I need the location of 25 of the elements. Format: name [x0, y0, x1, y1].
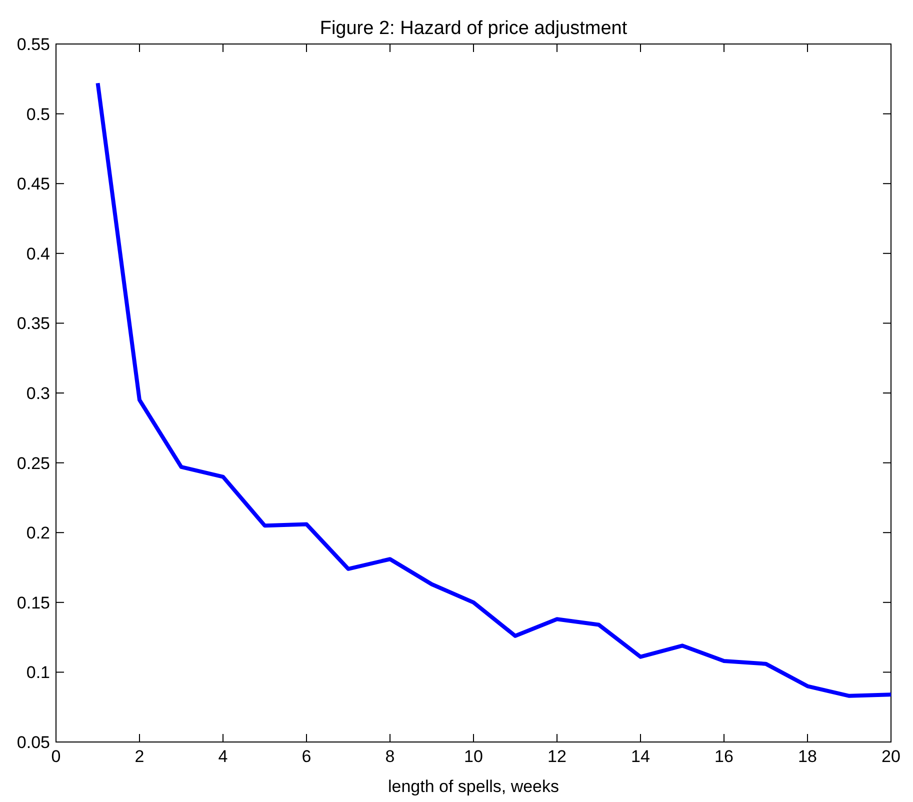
x-tick-label: 10: [464, 747, 483, 766]
y-tick-label: 0.25: [16, 454, 50, 473]
x-tick-label: 0: [51, 747, 61, 766]
x-tick-label: 14: [631, 747, 650, 766]
y-tick-label: 0.55: [16, 35, 50, 54]
line-series: [96, 81, 893, 698]
y-tick-label: 0.05: [16, 733, 50, 752]
x-tick-label: 2: [134, 747, 144, 766]
x-tick-label: 20: [882, 747, 900, 766]
x-tick-label: 12: [548, 747, 566, 766]
chart-title: Figure 2: Hazard of price adjustment: [320, 18, 628, 39]
x-tick-label: 16: [714, 747, 734, 766]
y-tick-label: 0.35: [16, 314, 50, 334]
x-tick-label: 18: [798, 747, 817, 766]
y-tick-label: 0.5: [26, 104, 50, 124]
y-tick-label: 0.15: [16, 593, 50, 612]
y-tick-label: 0.1: [26, 663, 50, 682]
x-tick-label: 6: [302, 747, 312, 766]
x-axis-title: length of spells, weeks: [388, 777, 560, 796]
y-tick-label: 0.3: [26, 384, 50, 403]
y-tick-label: 0.2: [26, 524, 50, 543]
y-tick-label: 0.45: [16, 174, 50, 194]
x-tick-label: 8: [385, 747, 395, 766]
x-tick-label: 4: [218, 747, 228, 766]
y-tick-label: 0.4: [26, 244, 50, 264]
